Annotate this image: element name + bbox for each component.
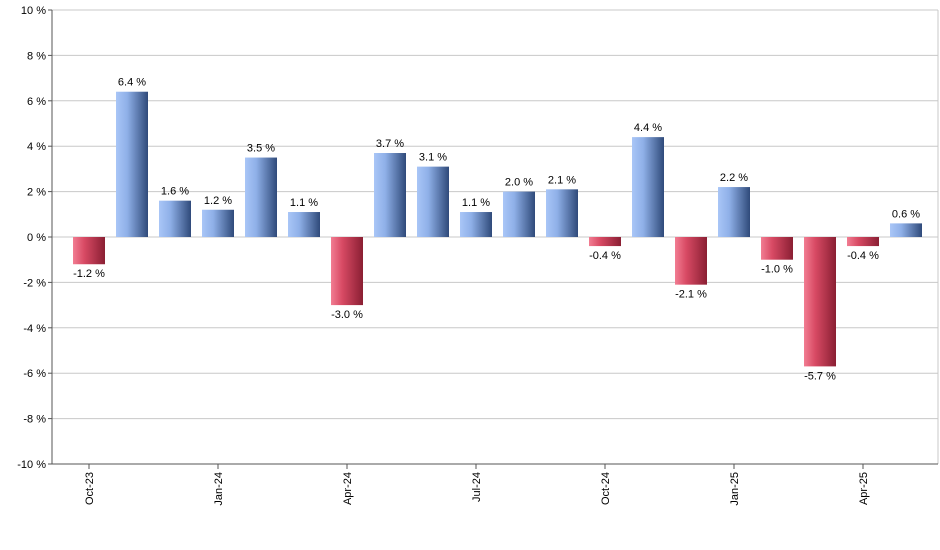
x-tick-label: Oct-24 xyxy=(600,472,612,505)
data-label-mar-24: 1.1 % xyxy=(290,197,318,209)
data-label-apr-25: -0.4 % xyxy=(847,250,879,262)
y-tick-labels: 10 % 8 % 6 % 4 % 2 % 0 % -2 % -4 % -6 % -8 % -10 % xyxy=(17,5,46,471)
data-label-feb-25: -1.0 % xyxy=(761,264,793,276)
data-label-sep-24: 2.1 % xyxy=(548,174,576,186)
bar-mar-24 xyxy=(288,212,320,237)
data-label-jan-25: 2.2 % xyxy=(720,172,748,184)
x-tick-label: Apr-25 xyxy=(858,472,870,505)
y-tick-label: 2 % xyxy=(27,187,46,199)
x-tick-label: Oct-23 xyxy=(84,472,96,505)
x-tick-label: Jul-24 xyxy=(471,472,483,502)
bar-oct-24 xyxy=(589,237,621,247)
data-label-may-24: 3.7 % xyxy=(376,138,404,150)
x-tick-labels: Oct-23 Jan-24 Apr-24 Jul-24 Oct-24 Jan-25 Apr-… xyxy=(84,472,870,506)
y-tick-label: -4 % xyxy=(23,323,46,335)
data-label-dec-24: -2.1 % xyxy=(675,289,707,301)
bar-nov-23 xyxy=(116,91,148,237)
bar-jul-24 xyxy=(460,212,492,237)
data-label-jun-24: 3.1 % xyxy=(419,152,447,164)
data-label-may-25: 0.6 % xyxy=(892,208,920,220)
x-tick-label: Jan-25 xyxy=(729,472,741,506)
bar-apr-24 xyxy=(331,237,363,306)
x-tick-label: Jan-24 xyxy=(213,472,225,506)
bar-sep-24 xyxy=(546,189,578,237)
x-tick-label: Apr-24 xyxy=(342,472,354,505)
data-label-jul-24: 1.1 % xyxy=(462,197,490,209)
bar-oct-23 xyxy=(73,237,105,265)
y-tick-label: -6 % xyxy=(23,368,46,380)
bar-aug-24 xyxy=(503,191,535,237)
y-tick-label: -10 % xyxy=(17,459,46,471)
data-label-mar-25: -5.7 % xyxy=(804,370,836,382)
data-label-feb-24: 3.5 % xyxy=(247,143,275,155)
y-tick-label: 4 % xyxy=(27,141,46,153)
bar-apr-25 xyxy=(847,237,879,247)
bars xyxy=(73,91,922,367)
bar-jan-24 xyxy=(202,209,234,237)
bar-jan-25 xyxy=(718,187,750,237)
bar-nov-24 xyxy=(632,137,664,237)
data-label-jan-24: 1.2 % xyxy=(204,195,232,207)
bar-may-25 xyxy=(890,223,922,237)
y-tick-label: -2 % xyxy=(23,277,46,289)
y-tick-label: 6 % xyxy=(27,96,46,108)
bar-feb-24 xyxy=(245,157,277,237)
y-tick-label: -8 % xyxy=(23,414,46,426)
y-tick-label: 8 % xyxy=(27,50,46,62)
y-tick-label: 10 % xyxy=(21,5,46,17)
data-labels: -1.2 % 6.4 % 1.6 % 1.2 % 3.5 % 1.1 % -3.0 % 3.7… xyxy=(73,77,920,383)
bar-jun-24 xyxy=(417,166,449,237)
data-label-apr-24: -3.0 % xyxy=(331,309,363,321)
bar-mar-25 xyxy=(804,237,836,367)
data-label-oct-23: -1.2 % xyxy=(73,268,105,280)
bar-dec-24 xyxy=(675,237,707,285)
y-tick-label: 0 % xyxy=(27,232,46,244)
bar-feb-25 xyxy=(761,237,793,260)
axes xyxy=(48,9,939,469)
bar-dec-23 xyxy=(159,200,191,237)
data-label-aug-24: 2.0 % xyxy=(505,177,533,189)
data-label-oct-24: -0.4 % xyxy=(589,250,621,262)
data-label-dec-23: 1.6 % xyxy=(161,186,189,198)
data-label-nov-24: 4.4 % xyxy=(634,122,662,134)
data-label-nov-23: 6.4 % xyxy=(118,77,146,89)
bar-may-24 xyxy=(374,153,406,237)
